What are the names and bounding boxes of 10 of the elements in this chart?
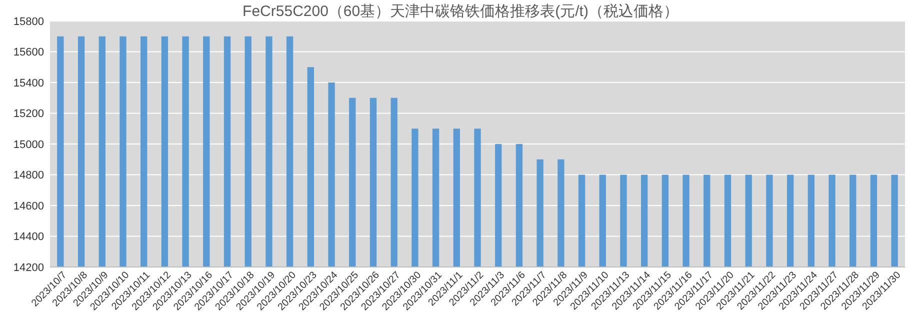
y-tick-label: 14800 bbox=[13, 170, 44, 182]
y-tick-label: 14600 bbox=[13, 200, 44, 212]
y-tick-label: 15200 bbox=[13, 108, 44, 120]
y-tick-label: 15800 bbox=[13, 16, 44, 28]
chart-title: FeCr55C200（60基）天津中碳铬铁価格推移表(元/t)（税込価格） bbox=[242, 3, 678, 20]
y-tick-label: 14400 bbox=[13, 231, 44, 244]
y-tick-label: 15400 bbox=[13, 77, 44, 90]
y-tick-label: 15600 bbox=[13, 46, 44, 59]
y-tick-label: 14200 bbox=[13, 262, 44, 274]
y-tick-label: 15000 bbox=[13, 138, 44, 151]
